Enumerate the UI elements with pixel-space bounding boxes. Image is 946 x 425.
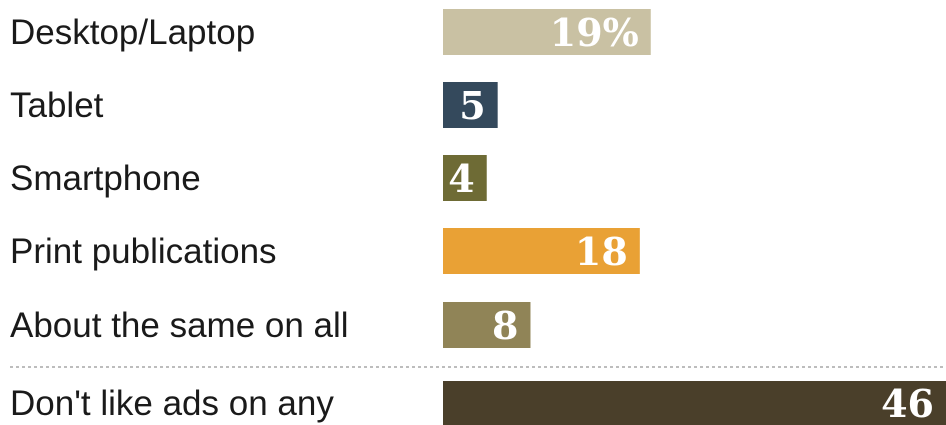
bar xyxy=(443,82,498,128)
category-label: Tablet xyxy=(10,86,104,125)
bar xyxy=(443,228,640,274)
bar-value-label: 18 xyxy=(575,229,628,274)
bar-value-label: 4 xyxy=(448,156,474,201)
bar-value-label: 19% xyxy=(550,10,639,55)
category-label: Smartphone xyxy=(10,159,201,198)
category-label: Print publications xyxy=(10,232,277,271)
bar-value-label: 46 xyxy=(881,381,934,425)
bar xyxy=(443,302,531,348)
category-label: Don't like ads on any xyxy=(10,384,334,423)
category-label: Desktop/Laptop xyxy=(10,13,255,52)
category-label: About the same on all xyxy=(10,306,349,345)
bar-value-label: 5 xyxy=(459,83,485,128)
bar xyxy=(443,381,946,425)
bar-value-label: 8 xyxy=(492,303,518,348)
bar xyxy=(443,9,651,55)
bar xyxy=(443,155,487,201)
